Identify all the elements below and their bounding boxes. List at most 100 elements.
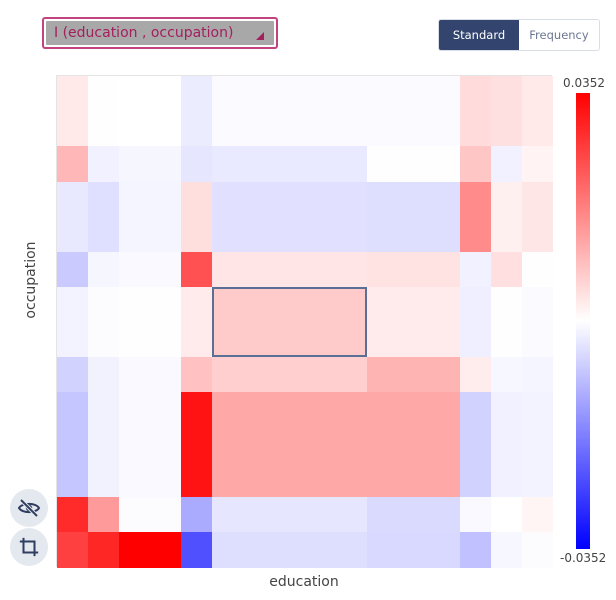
heatmap-cell[interactable] xyxy=(522,357,553,392)
standard-button[interactable]: Standard xyxy=(439,20,519,50)
heatmap-cell[interactable] xyxy=(367,182,460,252)
eye-off-icon xyxy=(17,498,41,518)
heatmap-cell[interactable] xyxy=(57,532,88,568)
heatmap-cell[interactable] xyxy=(212,76,367,146)
heatmap-cell[interactable] xyxy=(57,287,88,357)
heatmap-cell[interactable] xyxy=(367,146,460,182)
colorbar xyxy=(576,93,590,549)
heatmap-cell[interactable] xyxy=(88,357,119,392)
crop-button[interactable] xyxy=(10,528,48,566)
heatmap-cell[interactable] xyxy=(88,146,119,182)
heatmap-cell[interactable] xyxy=(181,392,212,497)
heatmap-cell[interactable] xyxy=(212,287,367,357)
colorbar-max-label: 0.0352 xyxy=(563,76,605,90)
heatmap-cell[interactable] xyxy=(522,532,553,568)
heatmap-cell[interactable] xyxy=(460,146,491,182)
heatmap-cell[interactable] xyxy=(212,146,367,182)
heatmap-cell[interactable] xyxy=(88,287,119,357)
heatmap-cell[interactable] xyxy=(460,357,491,392)
heatmap-cell[interactable] xyxy=(367,497,460,532)
heatmap-cell[interactable] xyxy=(522,76,553,146)
heatmap-cell[interactable] xyxy=(119,392,181,497)
heatmap-cell[interactable] xyxy=(460,76,491,146)
heatmap-cell[interactable] xyxy=(491,182,522,252)
heatmap-cell[interactable] xyxy=(181,357,212,392)
chevron-down-icon xyxy=(256,32,264,40)
heatmap-cell[interactable] xyxy=(88,497,119,532)
heatmap-cell[interactable] xyxy=(212,532,367,568)
dropdown-display[interactable]: I (education , occupation) xyxy=(46,21,274,45)
heatmap-cell[interactable] xyxy=(212,357,367,392)
heatmap-cell[interactable] xyxy=(119,252,181,287)
heatmap-cell[interactable] xyxy=(88,182,119,252)
heatmap-cell[interactable] xyxy=(181,146,212,182)
heatmap-cell[interactable] xyxy=(491,252,522,287)
mode-toggle: Standard Frequency xyxy=(438,19,600,51)
heatmap-cell[interactable] xyxy=(522,182,553,252)
y-axis-label: occupation xyxy=(23,241,39,319)
colorbar-min-label: -0.0352 xyxy=(560,551,607,565)
crop-icon xyxy=(19,537,39,557)
heatmap-cell[interactable] xyxy=(119,287,181,357)
heatmap-cell[interactable] xyxy=(367,252,460,287)
heatmap-cell[interactable] xyxy=(212,392,367,497)
dropdown-label: I (education , occupation) xyxy=(54,25,234,41)
selected-cell-outline[interactable] xyxy=(212,287,367,357)
heatmap-cell[interactable] xyxy=(522,146,553,182)
heatmap-cell[interactable] xyxy=(119,76,181,146)
heatmap-cell[interactable] xyxy=(57,146,88,182)
heatmap-cell[interactable] xyxy=(181,182,212,252)
heatmap-cell[interactable] xyxy=(119,182,181,252)
heatmap-cell[interactable] xyxy=(522,497,553,532)
heatmap-cell[interactable] xyxy=(491,532,522,568)
hide-button[interactable] xyxy=(10,489,48,527)
heatmap-cell[interactable] xyxy=(367,357,460,392)
heatmap-cell[interactable] xyxy=(491,392,522,497)
variable-pair-dropdown[interactable]: I (education , occupation) xyxy=(42,17,278,49)
heatmap-cell[interactable] xyxy=(367,392,460,497)
heatmap-cell[interactable] xyxy=(181,497,212,532)
heatmap-cell[interactable] xyxy=(119,357,181,392)
heatmap-cell[interactable] xyxy=(460,182,491,252)
heatmap-cell[interactable] xyxy=(57,76,88,146)
heatmap-cell[interactable] xyxy=(212,182,367,252)
heatmap-cell[interactable] xyxy=(181,287,212,357)
x-axis-label: education xyxy=(269,574,339,590)
heatmap-cell[interactable] xyxy=(119,497,181,532)
heatmap-cell[interactable] xyxy=(57,497,88,532)
heatmap-cell[interactable] xyxy=(522,252,553,287)
heatmap-cell[interactable] xyxy=(367,287,460,357)
heatmap-cell[interactable] xyxy=(491,287,522,357)
heatmap-cell[interactable] xyxy=(88,252,119,287)
heatmap-cell[interactable] xyxy=(181,76,212,146)
frequency-button[interactable]: Frequency xyxy=(519,20,599,50)
heatmap-cell[interactable] xyxy=(491,357,522,392)
heatmap-cell[interactable] xyxy=(212,252,367,287)
heatmap-cell[interactable] xyxy=(88,76,119,146)
heatmap-cell[interactable] xyxy=(522,287,553,357)
heatmap-cell[interactable] xyxy=(181,532,212,568)
heatmap-cell[interactable] xyxy=(367,532,460,568)
heatmap-cell[interactable] xyxy=(460,287,491,357)
heatmap-cell[interactable] xyxy=(460,392,491,497)
heatmap-cell[interactable] xyxy=(367,76,460,146)
heatmap-cell[interactable] xyxy=(57,182,88,252)
heatmap-cell[interactable] xyxy=(88,392,119,497)
heatmap-cell[interactable] xyxy=(212,497,367,532)
heatmap-cell[interactable] xyxy=(181,252,212,287)
heatmap[interactable] xyxy=(56,75,553,568)
heatmap-cell[interactable] xyxy=(491,76,522,146)
heatmap-cell[interactable] xyxy=(491,146,522,182)
heatmap-cell[interactable] xyxy=(119,146,181,182)
heatmap-cell[interactable] xyxy=(57,392,88,497)
heatmap-cell[interactable] xyxy=(460,532,491,568)
heatmap-cell[interactable] xyxy=(88,532,119,568)
heatmap-cell[interactable] xyxy=(57,252,88,287)
heatmap-cell[interactable] xyxy=(491,497,522,532)
heatmap-cell[interactable] xyxy=(460,497,491,532)
heatmap-cell[interactable] xyxy=(57,357,88,392)
heatmap-cell[interactable] xyxy=(522,392,553,497)
heatmap-cell[interactable] xyxy=(119,532,181,568)
heatmap-cell[interactable] xyxy=(460,252,491,287)
